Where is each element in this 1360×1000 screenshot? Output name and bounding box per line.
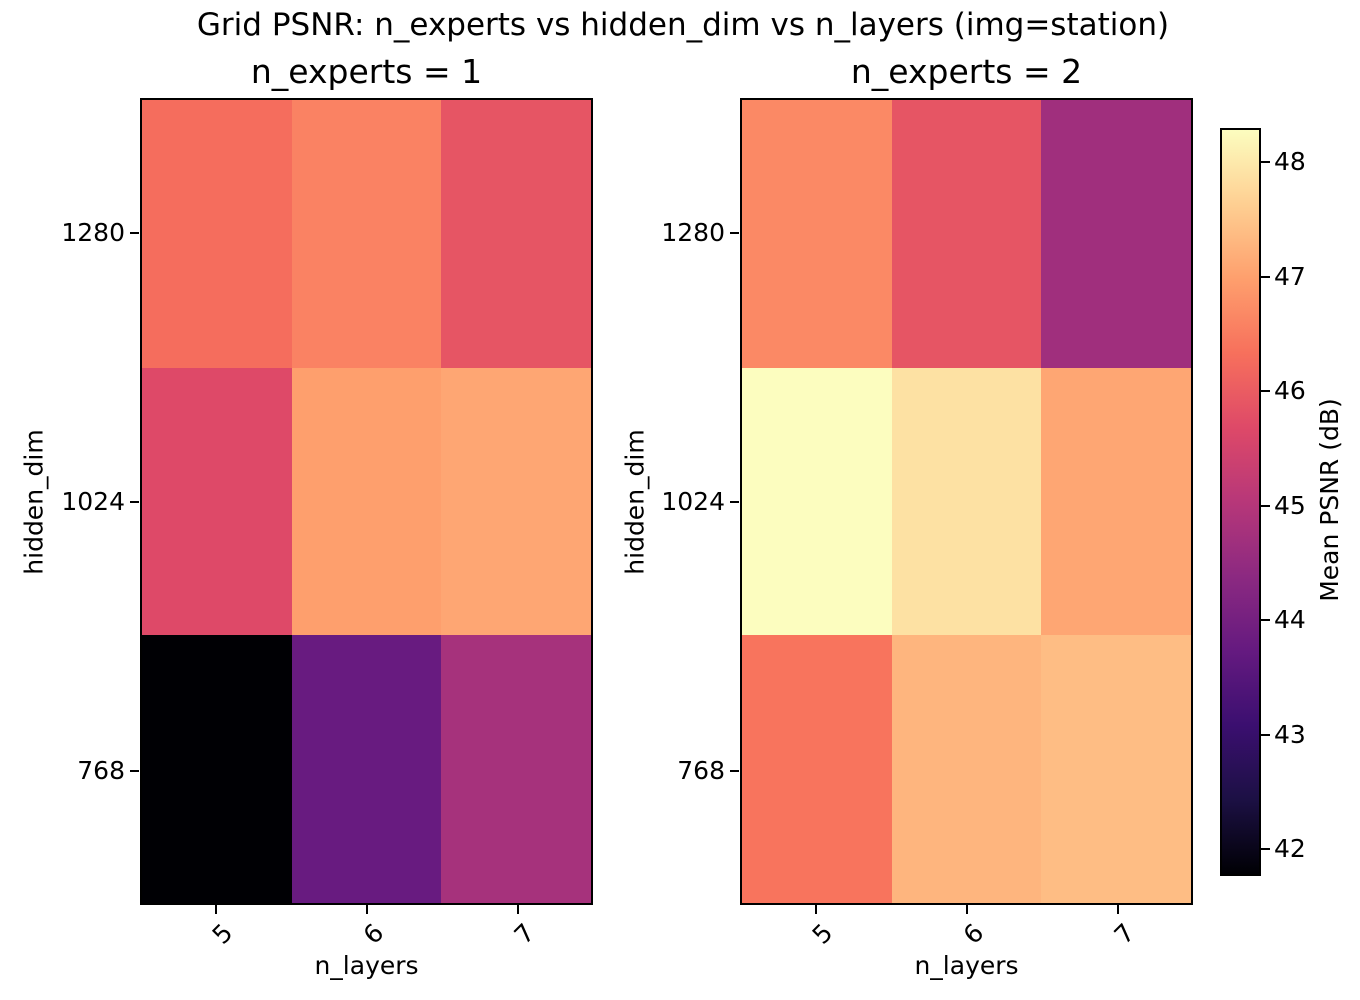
colorbar-tick <box>1261 619 1270 622</box>
colorbar-tick-label: 44 <box>1274 605 1306 635</box>
x-tick <box>214 905 217 914</box>
x-tick-label: 6 <box>957 918 990 950</box>
x-tick <box>814 905 817 914</box>
x-axis-label: n_layers <box>314 951 419 980</box>
heatmap-cell <box>1041 100 1191 368</box>
colorbar-tick-label: 47 <box>1274 261 1306 291</box>
x-tick-label: 7 <box>508 918 541 950</box>
y-tick <box>130 231 139 234</box>
y-tick <box>730 500 739 503</box>
y-tick <box>130 769 139 772</box>
heatmap-cell <box>291 367 442 636</box>
heatmap-cell <box>891 635 1042 903</box>
y-tick <box>730 769 739 772</box>
x-tick-label: 5 <box>206 918 239 950</box>
heatmap-panel-n-experts-2 <box>740 98 1193 905</box>
figure-title: Grid PSNR: n_experts vs hidden_dim vs n_… <box>196 7 1170 43</box>
colorbar-label: Mean PSNR (dB) <box>1315 398 1344 602</box>
heatmap-cell <box>742 100 892 368</box>
y-tick-label: 1280 <box>61 217 125 247</box>
heatmap-cell <box>142 367 292 636</box>
colorbar-tick-label: 48 <box>1274 147 1306 177</box>
colorbar-tick-label: 42 <box>1274 834 1306 864</box>
x-tick <box>965 905 968 914</box>
heatmap-cell <box>891 100 1042 368</box>
y-tick-label: 768 <box>677 755 725 785</box>
y-tick-label: 768 <box>77 755 125 785</box>
x-tick-label: 7 <box>1108 918 1141 950</box>
colorbar-tick <box>1261 275 1270 278</box>
x-tick-label: 6 <box>357 918 390 950</box>
colorbar-tick <box>1261 161 1270 164</box>
heatmap-cell <box>142 635 292 903</box>
y-tick-label: 1280 <box>661 217 725 247</box>
colorbar-tick-label: 45 <box>1274 490 1306 520</box>
x-tick-label: 5 <box>806 918 839 950</box>
y-tick <box>730 231 739 234</box>
heatmap-cell <box>142 100 292 368</box>
heatmap-cell <box>891 367 1042 636</box>
y-tick-label: 1024 <box>61 486 125 516</box>
y-tick <box>130 500 139 503</box>
heatmap-cell <box>742 367 892 636</box>
x-tick <box>1116 905 1119 914</box>
y-tick-label: 1024 <box>661 486 725 516</box>
x-tick <box>516 905 519 914</box>
colorbar-label-wrap: Mean PSNR (dB) <box>1306 128 1354 872</box>
heatmap-cell <box>441 367 591 636</box>
heatmap-cell <box>291 100 442 368</box>
panel-title-n-experts-2: n_experts = 2 <box>850 52 1083 91</box>
colorbar-tick <box>1261 733 1270 736</box>
colorbar-tick-label: 46 <box>1274 376 1306 406</box>
heatmap-cell <box>1041 635 1191 903</box>
colorbar-tick <box>1261 390 1270 393</box>
colorbar-tick-label: 43 <box>1274 719 1306 749</box>
x-tick <box>365 905 368 914</box>
heatmap-cell <box>291 635 442 903</box>
panel-title-n-experts-1: n_experts = 1 <box>250 52 483 91</box>
heatmap-cell <box>441 100 591 368</box>
heatmap-cell <box>441 635 591 903</box>
heatmap-panel-n-experts-1 <box>140 98 593 905</box>
colorbar-tick <box>1261 848 1270 851</box>
heatmap-cell <box>742 635 892 903</box>
colorbar-tick <box>1261 504 1270 507</box>
heatmap-cell <box>1041 367 1191 636</box>
colorbar <box>1220 128 1261 876</box>
x-axis-label: n_layers <box>914 951 1019 980</box>
